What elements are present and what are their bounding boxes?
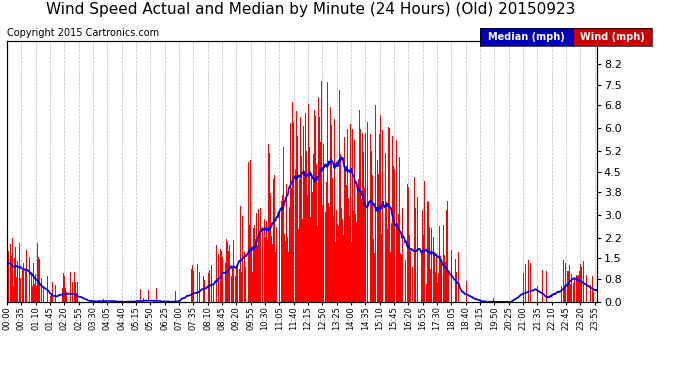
Text: Copyright 2015 Cartronics.com: Copyright 2015 Cartronics.com [7,28,159,38]
Text: Wind (mph): Wind (mph) [580,32,644,42]
Text: Median (mph): Median (mph) [488,32,564,42]
Text: Wind Speed Actual and Median by Minute (24 Hours) (Old) 20150923: Wind Speed Actual and Median by Minute (… [46,2,575,17]
